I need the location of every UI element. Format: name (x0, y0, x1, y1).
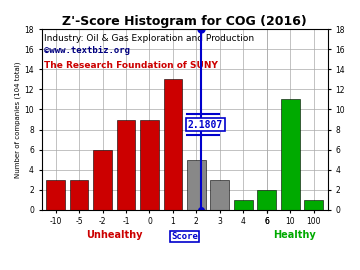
Bar (281, 99, 300, 210)
X-axis label: Score: Score (171, 232, 198, 241)
Y-axis label: Number of companies (104 total): Number of companies (104 total) (15, 61, 22, 178)
Bar (304, 200, 323, 210)
Bar (234, 200, 253, 210)
Bar (46, 180, 65, 210)
Text: ©www.textbiz.org: ©www.textbiz.org (44, 46, 130, 55)
Text: 2.1807: 2.1807 (188, 120, 223, 130)
Title: Z'-Score Histogram for COG (2016): Z'-Score Histogram for COG (2016) (62, 15, 307, 28)
Text: Industry: Oil & Gas Exploration and Production: Industry: Oil & Gas Exploration and Prod… (44, 34, 254, 43)
Bar (257, 190, 276, 210)
Bar (117, 120, 135, 210)
Bar (93, 150, 112, 210)
Text: The Research Foundation of SUNY: The Research Foundation of SUNY (44, 61, 218, 70)
Bar (187, 160, 206, 210)
Text: Unhealthy: Unhealthy (86, 230, 143, 240)
Bar (140, 120, 159, 210)
Bar (70, 180, 89, 210)
Bar (163, 79, 182, 210)
Bar (211, 180, 229, 210)
Text: Healthy: Healthy (274, 230, 316, 240)
